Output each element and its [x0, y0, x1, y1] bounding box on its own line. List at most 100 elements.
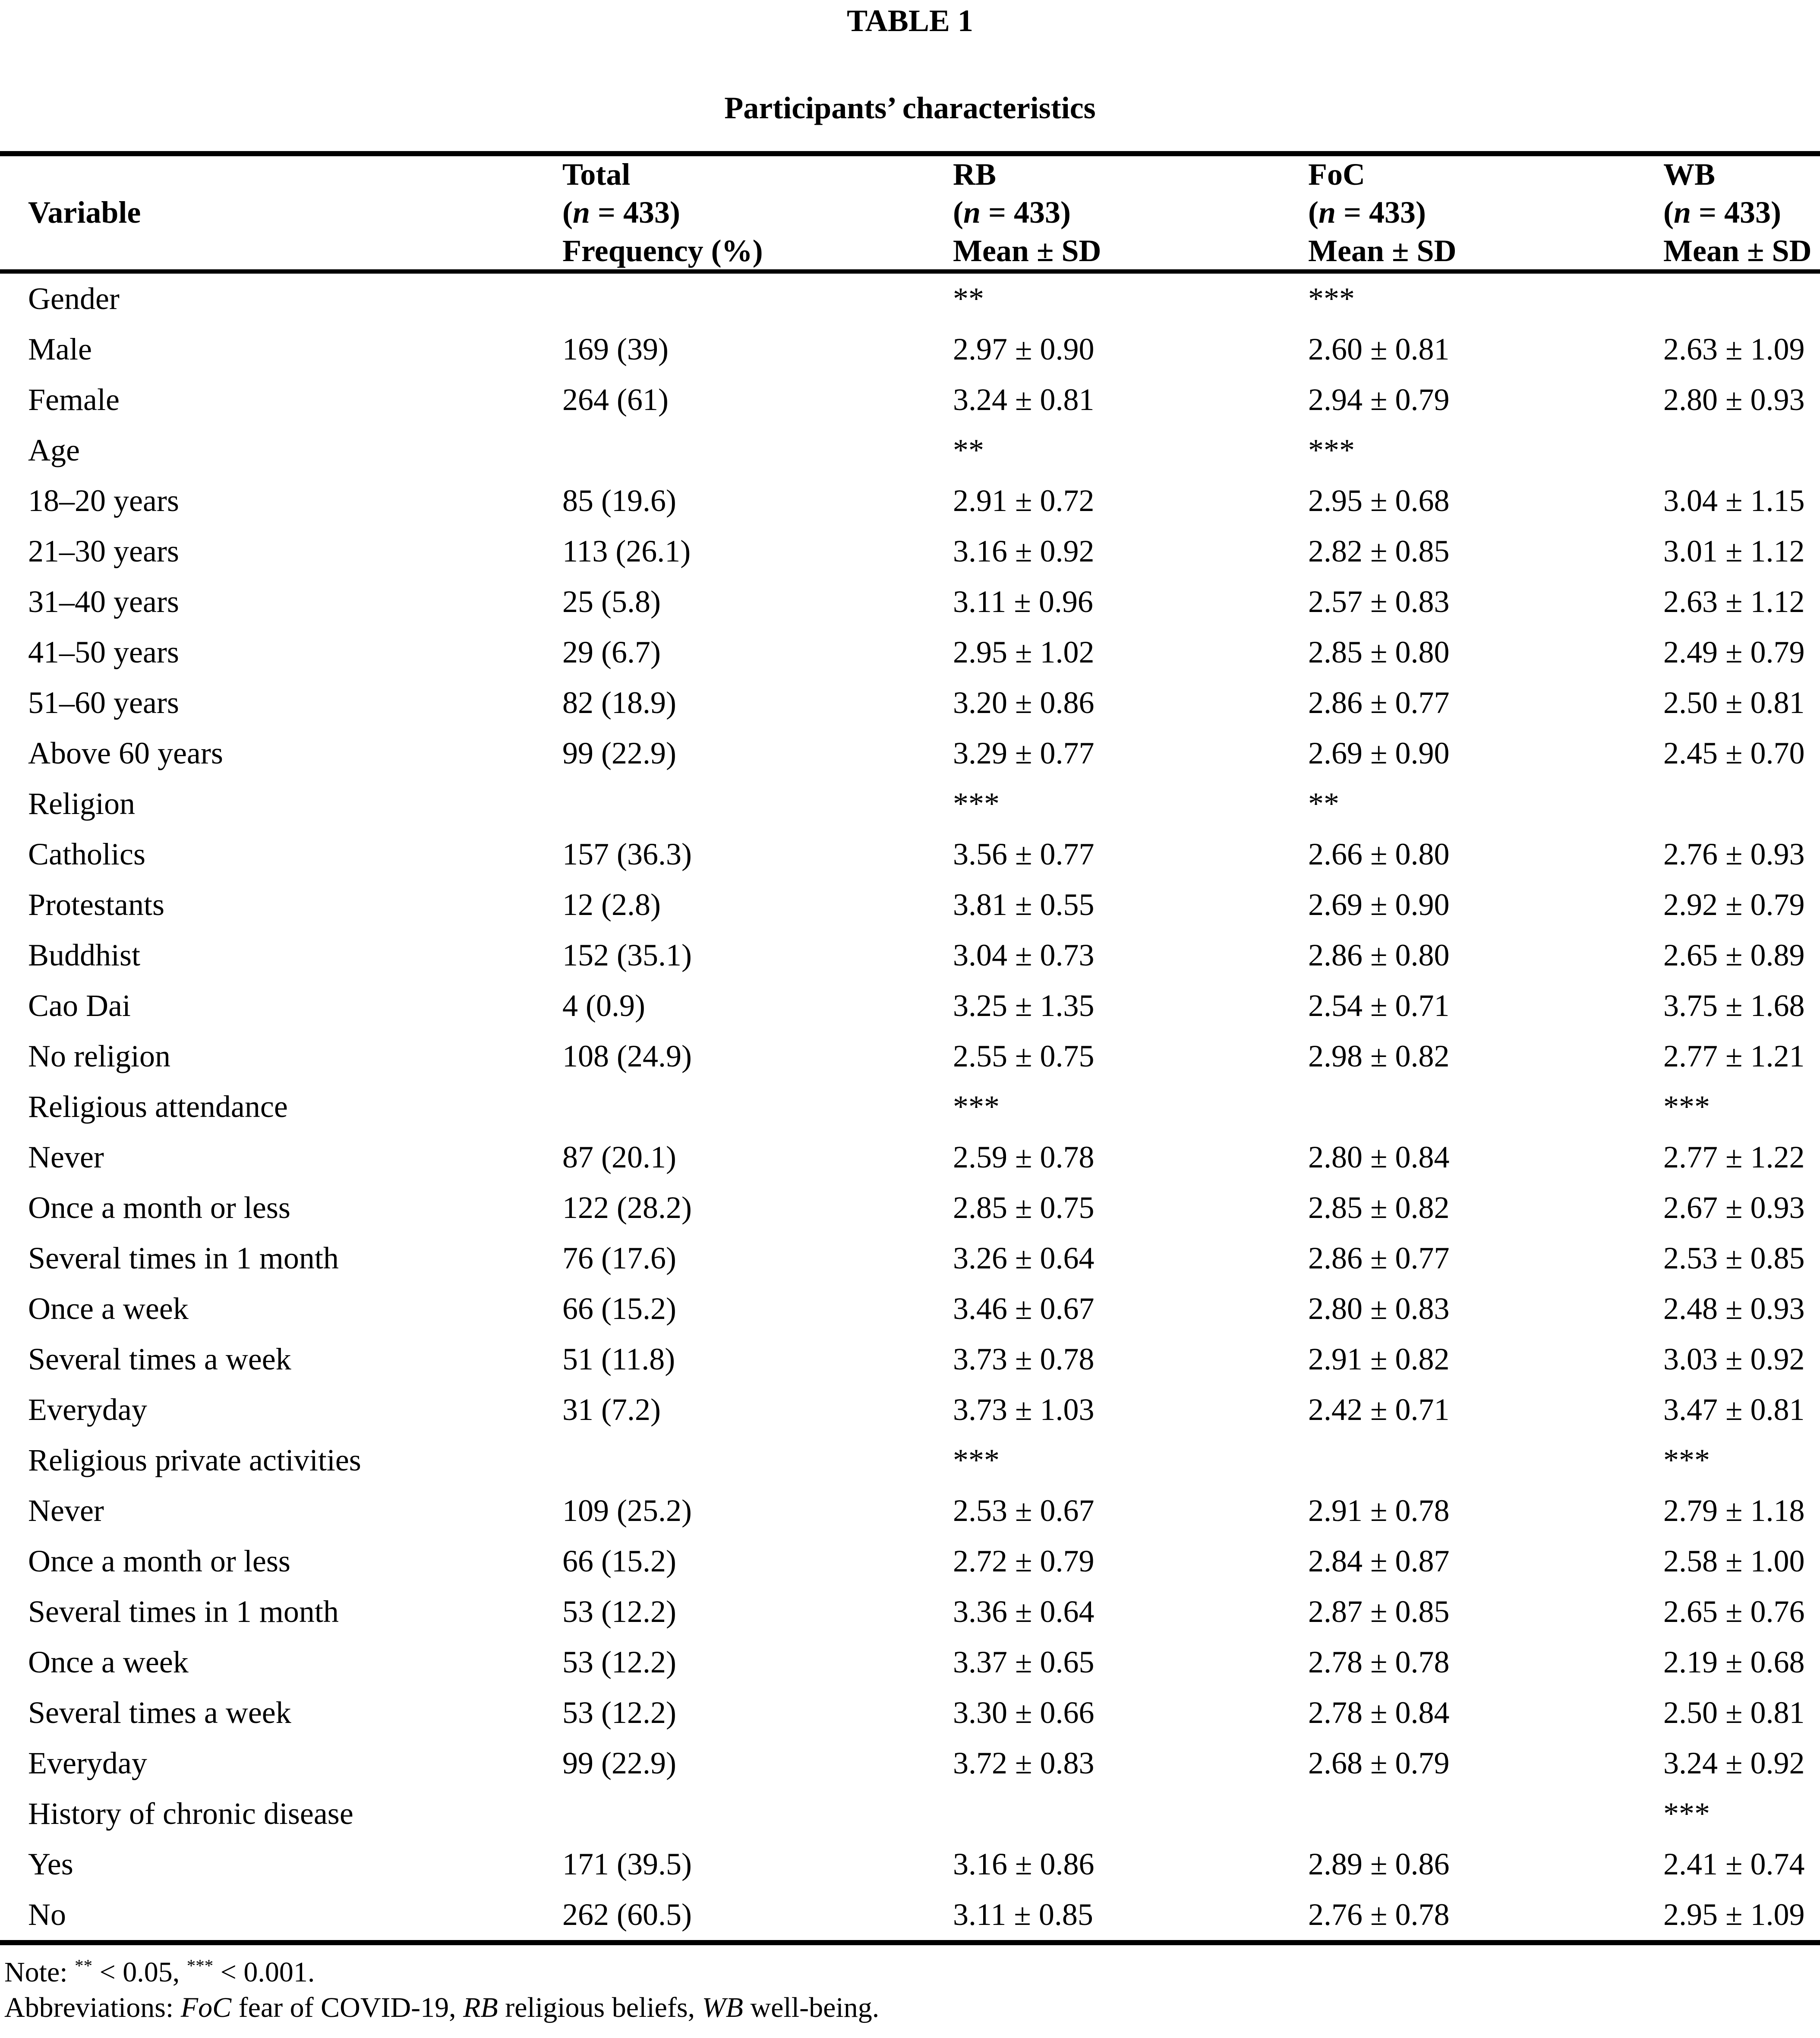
wb-cell: 2.76 ± 0.93	[1663, 837, 1805, 871]
table-group-row: Age ** ***	[0, 425, 1820, 476]
foc-cell: 2.78 ± 0.84	[1308, 1695, 1450, 1730]
wb-cell: 2.58 ± 1.00	[1663, 1544, 1805, 1578]
total-cell: 76 (17.6)	[562, 1241, 676, 1275]
foc-cell: 2.84 ± 0.87	[1308, 1544, 1450, 1578]
note-text: religious beliefs,	[498, 1992, 702, 2023]
n-value: = 433)	[1691, 195, 1782, 230]
header-row-stats: Frequency (%) Mean ± SD Mean ± SD Mean ±…	[0, 232, 1820, 271]
foc-cell: 2.82 ± 0.85	[1308, 534, 1450, 568]
row-label-cell: Never	[28, 1493, 104, 1528]
rb-cell: 3.73 ± 1.03	[953, 1392, 1095, 1427]
table-group-row: Religious private activities *** ***	[0, 1435, 1820, 1486]
row-label-cell: No religion	[28, 1039, 170, 1073]
table-row: Once a week 66 (15.2) 3.46 ± 0.67 2.80 ± 0.…	[0, 1284, 1820, 1334]
table-row: No 262 (60.5) 3.11 ± 0.85 2.76 ± 0.78 2.95 ±…	[0, 1890, 1820, 1943]
rb-cell: 2.91 ± 0.72	[953, 483, 1095, 518]
header-stat-foc: Mean ± SD	[1308, 233, 1457, 268]
wb-cell: ***	[1663, 1089, 1710, 1124]
header-stat-rb: Mean ± SD	[953, 233, 1101, 268]
table-row: No religion 108 (24.9) 2.55 ± 0.75 2.98 ± 0…	[0, 1031, 1820, 1082]
foc-cell: 2.66 ± 0.80	[1308, 837, 1450, 871]
total-cell: 262 (60.5)	[562, 1897, 692, 1932]
abbreviations-note: Abbreviations: FoC fear of COVID-19, RB …	[0, 1990, 1820, 2025]
foc-cell: 2.95 ± 0.68	[1308, 483, 1450, 518]
wb-cell: 2.65 ± 0.89	[1663, 938, 1805, 972]
n-open: (	[562, 195, 573, 230]
row-label-cell: Several times a week	[28, 1695, 291, 1730]
row-label-cell: Several times in 1 month	[28, 1241, 339, 1275]
wb-cell: 2.50 ± 0.81	[1663, 685, 1805, 720]
total-cell	[562, 271, 953, 324]
table-row: Several times in 1 month 76 (17.6) 3.26 ± …	[0, 1233, 1820, 1284]
table-row: Above 60 years 99 (22.9) 3.29 ± 0.77 2.69 ±…	[0, 728, 1820, 779]
wb-cell: 2.48 ± 0.93	[1663, 1291, 1805, 1326]
total-cell	[562, 1435, 953, 1486]
total-cell: 29 (6.7)	[562, 635, 661, 669]
row-label-cell: Religious attendance	[28, 1089, 288, 1124]
total-cell: 53 (12.2)	[562, 1594, 676, 1629]
row-label-cell: 31–40 years	[28, 584, 179, 619]
header-stat-wb: Mean ± SD	[1663, 233, 1812, 268]
foc-cell: 2.68 ± 0.79	[1308, 1746, 1450, 1780]
total-cell: 113 (26.1)	[562, 534, 691, 568]
total-cell: 157 (36.3)	[562, 837, 692, 871]
row-label-cell: 21–30 years	[28, 534, 179, 568]
table-title: Participants’ characteristics	[724, 91, 1096, 125]
foc-cell: 2.80 ± 0.83	[1308, 1291, 1450, 1326]
table-row: Buddhist 152 (35.1) 3.04 ± 0.73 2.86 ± 0.80…	[0, 930, 1820, 981]
row-label-cell: No	[28, 1897, 66, 1932]
foc-cell: 2.60 ± 0.81	[1308, 332, 1450, 366]
row-label-cell: Female	[28, 382, 120, 417]
wb-cell: ***	[1663, 1443, 1710, 1477]
wb-cell: 2.50 ± 0.81	[1663, 1695, 1805, 1730]
wb-cell	[1663, 425, 1820, 476]
rb-cell: 3.24 ± 0.81	[953, 382, 1095, 417]
wb-cell: 3.01 ± 1.12	[1663, 534, 1805, 568]
total-cell: 152 (35.1)	[562, 938, 692, 972]
rb-cell: 3.26 ± 0.64	[953, 1241, 1095, 1275]
note-text: well-being.	[743, 1992, 880, 2023]
header-n-wb: (n = 433)	[1663, 193, 1820, 232]
table-group-row: Religion *** **	[0, 779, 1820, 829]
row-label-cell: 41–50 years	[28, 635, 179, 669]
total-cell	[562, 779, 953, 829]
wb-cell: 2.19 ± 0.68	[1663, 1645, 1805, 1679]
table-row: Everyday 31 (7.2) 3.73 ± 1.03 2.42 ± 0.71 3.…	[0, 1385, 1820, 1435]
table-row: 31–40 years 25 (5.8) 3.11 ± 0.96 2.57 ± 0.8…	[0, 577, 1820, 627]
note-text: fear of COVID-19,	[231, 1992, 464, 2023]
n-open: (	[1308, 195, 1318, 230]
row-label-cell: Everyday	[28, 1746, 147, 1780]
table-row: Several times a week 53 (12.2) 3.30 ± 0.66…	[0, 1688, 1820, 1738]
foc-cell: 2.42 ± 0.71	[1308, 1392, 1450, 1427]
row-label-cell: History of chronic disease	[28, 1796, 353, 1831]
row-label-cell: Once a week	[28, 1645, 189, 1679]
table-row: Male 169 (39) 2.97 ± 0.90 2.60 ± 0.81 2.63 ±…	[0, 324, 1820, 375]
table-row: 41–50 years 29 (6.7) 2.95 ± 1.02 2.85 ± 0.8…	[0, 627, 1820, 678]
table-group-row: History of chronic disease ***	[0, 1789, 1820, 1839]
rb-cell: 2.59 ± 0.78	[953, 1140, 1095, 1174]
total-cell: 109 (25.2)	[562, 1493, 692, 1528]
header-col-rb: RB	[953, 157, 997, 192]
abbreviation-term: FoC	[180, 1992, 232, 2023]
rb-cell: 3.73 ± 0.78	[953, 1342, 1095, 1376]
rb-cell: 3.11 ± 0.85	[953, 1897, 1093, 1932]
row-label-cell: 18–20 years	[28, 483, 179, 518]
rb-cell: 3.25 ± 1.35	[953, 988, 1095, 1023]
abbreviation-term: RB	[463, 1992, 498, 2023]
rb-cell: 3.04 ± 0.73	[953, 938, 1095, 972]
total-cell: 171 (39.5)	[562, 1847, 692, 1881]
header-row-names: Total RB FoC WB	[0, 154, 1820, 193]
header-n-total: (n = 433)	[562, 193, 953, 232]
table-row: Everyday 99 (22.9) 3.72 ± 0.83 2.68 ± 0.79 3…	[0, 1738, 1820, 1789]
wb-cell: 3.24 ± 0.92	[1663, 1746, 1805, 1780]
total-cell: 31 (7.2)	[562, 1392, 661, 1427]
rb-cell: 3.37 ± 0.65	[953, 1645, 1095, 1679]
rb-cell: 3.29 ± 0.77	[953, 736, 1095, 770]
foc-cell: 2.69 ± 0.90	[1308, 736, 1450, 770]
foc-cell: 2.91 ± 0.82	[1308, 1342, 1450, 1376]
wb-cell: 2.77 ± 1.21	[1663, 1039, 1805, 1073]
wb-cell: 2.79 ± 1.18	[1663, 1493, 1805, 1528]
row-label-cell: Cao Dai	[28, 988, 131, 1023]
foc-cell: 2.94 ± 0.79	[1308, 382, 1450, 417]
header-col-wb: WB	[1663, 157, 1716, 192]
